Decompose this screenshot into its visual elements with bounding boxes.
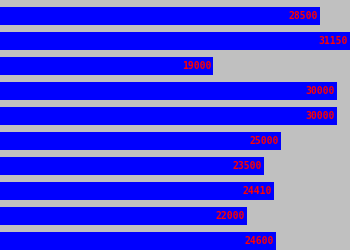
- Bar: [0, 107, 337, 125]
- Bar: [0, 157, 264, 175]
- Text: 25000: 25000: [249, 136, 279, 146]
- Text: 30000: 30000: [306, 111, 335, 121]
- Text: 22000: 22000: [216, 211, 245, 221]
- Bar: [0, 232, 276, 250]
- Text: 23500: 23500: [232, 161, 262, 171]
- Text: 30000: 30000: [306, 86, 335, 96]
- Text: 24600: 24600: [245, 236, 274, 246]
- Text: 31150: 31150: [318, 36, 348, 46]
- Bar: [0, 32, 350, 50]
- Bar: [0, 182, 274, 200]
- Text: 19000: 19000: [182, 61, 211, 71]
- Bar: [0, 132, 281, 150]
- Bar: [0, 82, 337, 100]
- Bar: [0, 207, 247, 225]
- Text: 24410: 24410: [243, 186, 272, 196]
- Bar: [0, 7, 320, 25]
- Text: 28500: 28500: [289, 11, 318, 21]
- Bar: [0, 57, 214, 75]
